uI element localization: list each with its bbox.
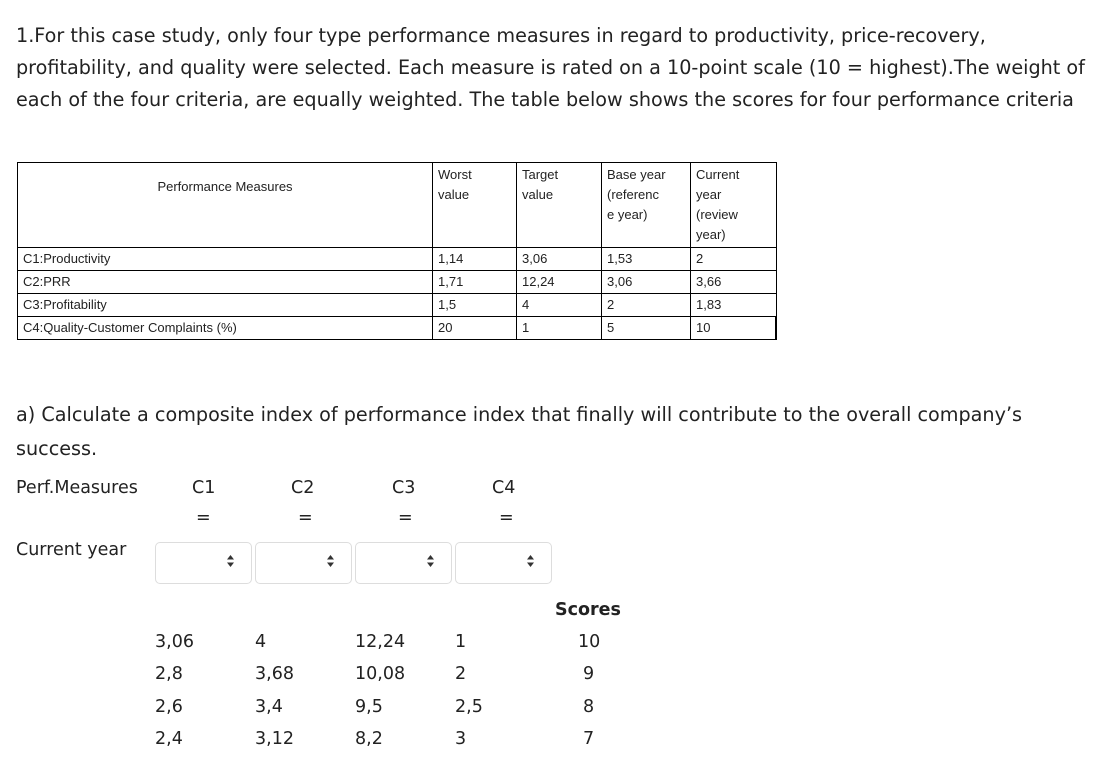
option-c2: 3,12 [255, 729, 294, 749]
header-target-line: value [522, 187, 554, 202]
option-c3: 9,5 [355, 697, 383, 717]
option-c2: 3,68 [255, 664, 294, 684]
row-target: 1 [516, 316, 602, 340]
row-name: C4:Quality-Customer Complaints (%) [17, 316, 433, 340]
row-target: 3,06 [516, 247, 602, 271]
header-base-line: e year) [607, 207, 648, 222]
table-row: C2:PRR 1,71 12,24 3,06 3,66 [17, 270, 777, 294]
header-worst-value: Worst value [432, 162, 517, 248]
header-base-line: Base year [607, 167, 666, 182]
row-base: 5 [601, 316, 691, 340]
row-base: 2 [601, 293, 691, 317]
header-target-value: Target value [516, 162, 602, 248]
row-name: C2:PRR [17, 270, 433, 294]
row-worst: 1,14 [432, 247, 517, 271]
header-worst-line: Worst [438, 167, 472, 182]
row-current: 2 [690, 247, 777, 271]
option-score: 7 [583, 729, 595, 749]
header-worst-line: value [438, 187, 470, 202]
header-current-line: year [696, 187, 722, 202]
option-c3: 10,08 [355, 664, 406, 684]
row-base: 3,06 [601, 270, 691, 294]
table-row: C3:Profitability 1,5 4 2 1,83 [17, 293, 777, 317]
option-score: 9 [583, 664, 595, 684]
table-row: C1:Productivity 1,14 3,06 1,53 2 [17, 247, 777, 271]
performance-table: Performance Measures Worst value Target … [17, 162, 777, 340]
select-c1[interactable] [155, 542, 252, 584]
equals-sign: = [398, 508, 413, 528]
updown-arrow-icon [226, 554, 235, 573]
option-c1: 2,4 [155, 729, 183, 749]
row-target: 12,24 [516, 270, 602, 294]
select-c4[interactable] [455, 542, 552, 584]
option-c4: 2,5 [455, 697, 483, 717]
row-current: 1,83 [690, 293, 777, 317]
header-current-line: year) [696, 227, 726, 242]
row-current: 3,66 [690, 270, 777, 294]
row-current: 10 [690, 316, 777, 340]
row-worst: 1,71 [432, 270, 517, 294]
option-c2: 4 [255, 632, 267, 652]
updown-arrow-icon [426, 554, 435, 573]
row-worst: 20 [432, 316, 517, 340]
select-c3[interactable] [355, 542, 452, 584]
column-label-c1: C1 [192, 478, 216, 498]
header-current-year: Current year (review year) [690, 162, 777, 248]
updown-arrow-icon [526, 554, 535, 573]
row-name: C3:Profitability [17, 293, 433, 317]
option-c2: 3,4 [255, 697, 283, 717]
equals-sign: = [499, 508, 514, 528]
option-score: 10 [578, 632, 601, 652]
row-base: 1,53 [601, 247, 691, 271]
intro-paragraph: 1.For this case study, only four type pe… [16, 24, 1085, 111]
row-target: 4 [516, 293, 602, 317]
option-c4: 3 [455, 729, 467, 749]
header-target-line: Target [522, 167, 559, 182]
table-row: C4:Quality-Customer Complaints (%) 20 1 … [17, 316, 777, 340]
perf-measures-label: Perf.Measures [16, 478, 138, 498]
scores-header: Scores [555, 600, 621, 620]
option-c3: 12,24 [355, 632, 406, 652]
column-label-c3: C3 [392, 478, 416, 498]
row-worst: 1,5 [432, 293, 517, 317]
column-label-c4: C4 [492, 478, 516, 498]
header-current-line: (review [696, 207, 738, 222]
equals-sign: = [196, 508, 211, 528]
equals-sign: = [298, 508, 313, 528]
header-base-line: (referenc [607, 187, 660, 202]
header-current-line: Current [696, 167, 740, 182]
header-base-year: Base year (referenc e year) [601, 162, 691, 248]
current-year-label: Current year [16, 540, 127, 560]
header-performance-measures: Performance Measures [17, 162, 433, 248]
column-label-c2: C2 [291, 478, 315, 498]
option-c1: 2,6 [155, 697, 183, 717]
select-c2[interactable] [255, 542, 352, 584]
option-c3: 8,2 [355, 729, 383, 749]
updown-arrow-icon [326, 554, 335, 573]
option-c1: 3,06 [155, 632, 194, 652]
option-c4: 2 [455, 664, 467, 684]
option-c4: 1 [455, 632, 467, 652]
option-c1: 2,8 [155, 664, 183, 684]
question-a: a) Calculate a composite index of perfor… [16, 403, 1023, 460]
row-name: C1:Productivity [17, 247, 433, 271]
table-header-row: Performance Measures Worst value Target … [17, 162, 777, 248]
option-score: 8 [583, 697, 595, 717]
performance-table-container: Performance Measures Worst value Target … [17, 162, 777, 340]
